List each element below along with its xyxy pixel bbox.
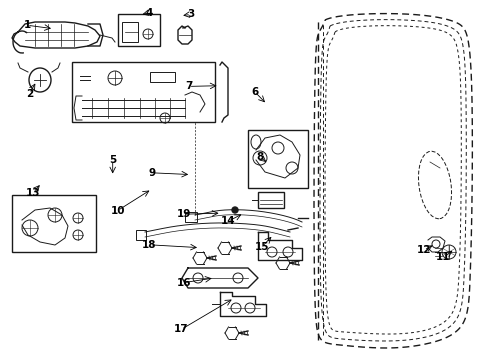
Bar — [72, 62, 215, 122]
Text: 6: 6 — [251, 87, 258, 97]
Text: 11: 11 — [436, 252, 451, 262]
Text: 18: 18 — [142, 240, 157, 250]
Text: 2: 2 — [26, 89, 33, 99]
Text: 14: 14 — [220, 216, 235, 226]
Text: 4: 4 — [146, 8, 153, 18]
Bar — [118, 14, 160, 46]
Text: 16: 16 — [176, 278, 191, 288]
Text: 8: 8 — [256, 152, 263, 162]
Text: 17: 17 — [174, 324, 189, 334]
Text: 10: 10 — [110, 206, 125, 216]
Text: 12: 12 — [416, 245, 431, 255]
Bar — [150, 72, 175, 82]
Text: 13: 13 — [26, 188, 41, 198]
Bar — [136, 230, 146, 240]
Text: 9: 9 — [148, 168, 155, 178]
Bar — [122, 22, 138, 42]
Bar — [248, 130, 308, 188]
Text: 3: 3 — [188, 9, 195, 19]
Text: 19: 19 — [176, 209, 191, 219]
Bar — [258, 192, 284, 208]
Circle shape — [232, 207, 238, 213]
Text: 1: 1 — [24, 20, 30, 30]
Bar — [12, 195, 96, 252]
Text: 7: 7 — [185, 81, 193, 91]
Text: 15: 15 — [255, 242, 270, 252]
Text: 5: 5 — [109, 155, 116, 165]
Bar — [185, 212, 197, 222]
